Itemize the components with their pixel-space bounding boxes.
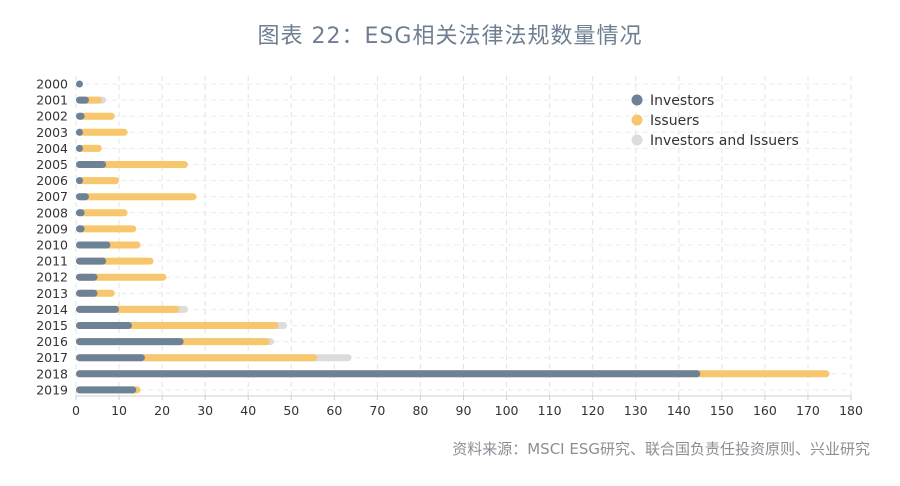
bar-investors-2010	[76, 241, 111, 249]
bar-investors-2012	[76, 273, 98, 281]
bar-investors-2001	[76, 96, 89, 104]
x-tick-label-130: 130	[624, 403, 648, 418]
bar-investors-2009	[76, 225, 85, 233]
bar-investors-2015	[76, 322, 132, 329]
x-tick-label-180: 180	[839, 403, 863, 418]
y-tick-label-2015: 2015	[36, 318, 68, 333]
bar-issuers-2006	[76, 177, 120, 185]
y-tick-label-2014: 2014	[36, 302, 68, 317]
x-tick-label-140: 140	[667, 403, 691, 418]
y-tick-label-2012: 2012	[36, 270, 68, 285]
bar-investors-2018	[76, 370, 701, 378]
y-tick-label-2011: 2011	[36, 254, 68, 269]
legend-marker-issuers	[631, 114, 643, 126]
y-tick-label-2004: 2004	[36, 141, 68, 156]
y-tick-label-2010: 2010	[36, 238, 68, 253]
bar-investors-2008	[76, 209, 85, 217]
y-tick-label-2002: 2002	[36, 109, 68, 124]
bars	[76, 80, 830, 394]
legend-label-investors: Investors	[650, 93, 714, 109]
y-tick-label-2006: 2006	[36, 173, 68, 188]
x-tick-label-110: 110	[538, 403, 562, 418]
x-tick-label-150: 150	[710, 403, 734, 418]
bar-investors-2017	[76, 354, 145, 362]
x-tick-label-30: 30	[197, 403, 213, 418]
bar-investors-2006	[76, 177, 83, 185]
legend-marker-investors	[631, 94, 643, 106]
bar-investors-2007	[76, 193, 89, 201]
legend: Investors Issuers Investors and Issuers	[631, 93, 799, 149]
bar-investors-2000	[76, 80, 83, 88]
legend-marker-investors-and-issuers	[631, 134, 643, 146]
legend-label-investors-and-issuers: Investors and Issuers	[650, 133, 799, 149]
x-tick-label-100: 100	[495, 403, 519, 418]
bar-issuers-2007	[76, 193, 197, 201]
x-tick-label-10: 10	[111, 403, 127, 418]
legend-label-issuers: Issuers	[650, 113, 699, 129]
y-tick-label-2013: 2013	[36, 286, 68, 301]
y-tick-label-2000: 2000	[36, 77, 68, 92]
y-tick-label-2003: 2003	[36, 125, 68, 140]
bar-investors-2016	[76, 338, 184, 346]
y-tick-label-2007: 2007	[36, 189, 68, 204]
x-tick-label-90: 90	[456, 403, 472, 418]
bar-issuers-2002	[76, 112, 115, 120]
bar-issuers-2009	[76, 225, 137, 233]
x-tick-label-0: 0	[72, 403, 80, 418]
y-tick-label-2018: 2018	[36, 366, 68, 381]
bar-investors-2014	[76, 305, 120, 313]
y-tick-label-2017: 2017	[36, 350, 68, 365]
x-tick-label-20: 20	[154, 403, 170, 418]
x-tick-label-170: 170	[796, 403, 820, 418]
x-tick-label-70: 70	[369, 403, 385, 418]
bar-investors-2003	[76, 128, 83, 136]
y-tick-labels: 2000200120022003200420052006200720082009…	[36, 77, 68, 398]
x-tick-label-80: 80	[412, 403, 428, 418]
bar-investors-2005	[76, 161, 107, 168]
bar-investors-2019	[76, 386, 137, 394]
y-tick-label-2016: 2016	[36, 334, 68, 349]
bar-investors-2013	[76, 289, 98, 297]
source-note: 资料来源：MSCI ESG研究、联合国负责任投资原则、兴业研究	[452, 440, 870, 458]
y-tick-label-2008: 2008	[36, 205, 68, 220]
bar-investors-2002	[76, 112, 85, 120]
y-tick-label-2001: 2001	[36, 93, 68, 108]
bar-investors-2011	[76, 257, 107, 265]
y-tick-label-2009: 2009	[36, 221, 68, 236]
chart-title: 图表 22：ESG相关法律法规数量情况	[257, 24, 643, 49]
y-tick-label-2005: 2005	[36, 157, 68, 172]
x-axis: 0 10 20 30 40 50 60 70 80 90 100 110 120 130 140 150 160…	[72, 395, 863, 418]
x-tick-label-40: 40	[240, 403, 256, 418]
x-tick-label-60: 60	[326, 403, 342, 418]
bar-issuers-2008	[76, 209, 128, 217]
x-tick-label-50: 50	[283, 403, 299, 418]
x-tick-label-160: 160	[753, 403, 777, 418]
x-tick-label-120: 120	[581, 403, 605, 418]
bar-issuers-2003	[76, 128, 128, 136]
bar-issuers-2012	[76, 273, 167, 281]
grid	[75, 76, 852, 396]
y-tick-label-2019: 2019	[36, 382, 68, 397]
bar-investors-2004	[76, 144, 83, 152]
